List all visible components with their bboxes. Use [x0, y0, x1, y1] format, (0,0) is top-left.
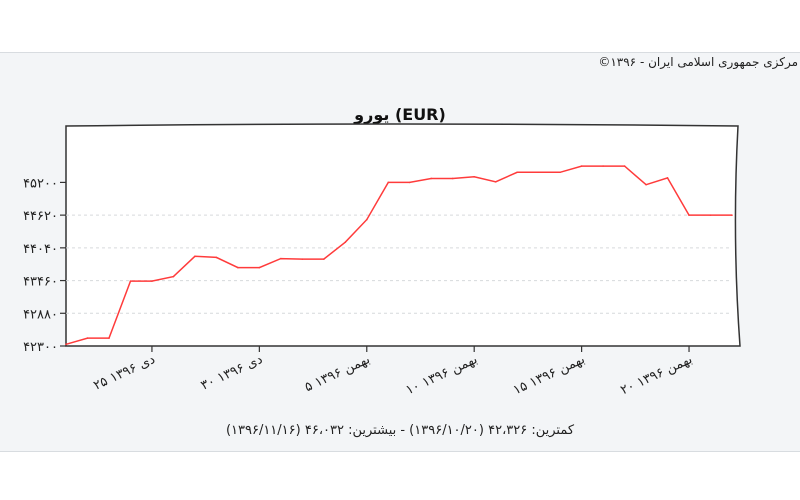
- source-caption: مرکزی جمهوری اسلامی ایران - ۱۳۹۶©: [598, 55, 798, 69]
- data-point: [129, 280, 132, 282]
- data-point: [516, 171, 518, 174]
- y-tick-label: ۴۳۴۶۰: [23, 275, 58, 290]
- min-max-summary: کمترین: ۴۲،۳۲۶ (۱۳۹۶/۱۰/۲۰) - بیشترین: ۴…: [225, 423, 575, 438]
- data-point: [430, 177, 433, 180]
- data-point: [408, 181, 411, 184]
- data-point: [301, 258, 304, 260]
- x-tick-label: ۲۰ بهمن ۱۳۹۶: [618, 352, 694, 398]
- data-point: [494, 181, 497, 183]
- data-point: [623, 165, 626, 167]
- data-point: [688, 214, 690, 216]
- plot-frame: [65, 123, 741, 347]
- data-point: [709, 214, 712, 216]
- x-tick-label: ۱۰ بهمن ۱۳۹۶: [404, 352, 480, 398]
- data-point: [172, 275, 175, 278]
- data-point: [602, 165, 604, 167]
- data-point: [65, 343, 67, 346]
- chart-title: یورو (EUR): [353, 105, 446, 124]
- data-point: [237, 266, 239, 269]
- y-tick-label: ۴۴۰۴۰: [23, 242, 58, 257]
- data-point: [280, 257, 282, 260]
- series-line: [65, 165, 732, 346]
- x-tick-label: ۱۵ بهمن ۱۳۹۶: [511, 352, 587, 398]
- data-point: [537, 171, 540, 174]
- data-point: [108, 337, 110, 339]
- data-point: [559, 171, 561, 174]
- data-point: [473, 175, 475, 178]
- data-point: [580, 165, 583, 167]
- data-point: [258, 266, 261, 269]
- data-point: [151, 280, 153, 282]
- y-tick-label: ۴۴۶۲۰: [23, 209, 58, 224]
- y-tick-label: ۴۵۲۰۰: [23, 176, 58, 191]
- data-point: [86, 337, 89, 339]
- data-point: [323, 258, 325, 260]
- data-point: [194, 255, 196, 258]
- plot-area: ۴۲۳۰۰ ۴۲۸۸۰ ۴۳۴۶۰ ۴۴۰۴۰ ۴۴۶۲۰ ۴۵۲۰۰ ۲۵ دی ۱۳۹۶…: [23, 123, 741, 398]
- data-point: [731, 214, 733, 216]
- data-point: [215, 256, 218, 259]
- x-tick-label: ۲۵ دی ۱۳۹۶: [91, 352, 157, 394]
- data-point: [344, 241, 347, 244]
- data-point: [666, 177, 669, 179]
- y-tick-label: ۴۲۳۰۰: [23, 340, 58, 355]
- y-tick-label: ۴۲۸۸۰: [23, 307, 58, 322]
- data-point: [365, 218, 368, 221]
- data-point: [645, 183, 647, 186]
- x-tick-label: ۳۰ دی ۱۳۹۶: [199, 352, 265, 394]
- data-point: [387, 181, 390, 184]
- x-tick-label: ۵ بهمن ۱۳۹۶: [302, 352, 372, 395]
- data-point: [451, 177, 454, 180]
